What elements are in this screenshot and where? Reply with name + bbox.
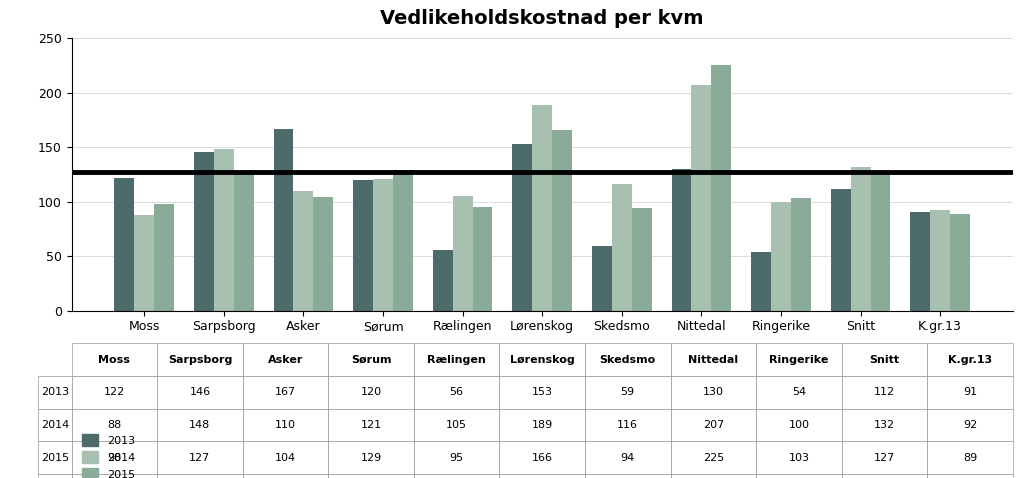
Bar (194, 152, 214, 311)
Bar (751, 252, 771, 311)
Bar (910, 212, 930, 311)
Bar (552, 130, 572, 311)
Bar (214, 150, 234, 311)
Bar (711, 65, 731, 311)
Bar (115, 178, 134, 311)
Bar (671, 169, 692, 311)
Bar (294, 191, 313, 311)
Bar (871, 172, 890, 311)
Bar (273, 129, 294, 311)
Bar (950, 214, 970, 311)
Bar (592, 246, 612, 311)
Title: Vedlikeholdskostnad per kvm: Vedlikeholdskostnad per kvm (381, 10, 704, 28)
Legend: 2013, 2014, 2015, Snitt: 2013, 2014, 2015, Snitt (77, 430, 140, 478)
Bar (831, 189, 850, 311)
Bar (353, 180, 373, 311)
Bar (313, 197, 333, 311)
Bar (134, 215, 154, 311)
Bar (452, 196, 473, 311)
Bar (632, 208, 652, 311)
Bar (791, 198, 811, 311)
Bar (513, 144, 532, 311)
Bar (473, 207, 492, 311)
Bar (532, 105, 552, 311)
Bar (433, 250, 452, 311)
Bar (234, 172, 254, 311)
Bar (850, 167, 871, 311)
Bar (930, 210, 950, 311)
Bar (154, 204, 174, 311)
Bar (692, 85, 711, 311)
Bar (393, 170, 413, 311)
Bar (373, 179, 393, 311)
Bar (612, 185, 632, 311)
Bar (771, 202, 791, 311)
